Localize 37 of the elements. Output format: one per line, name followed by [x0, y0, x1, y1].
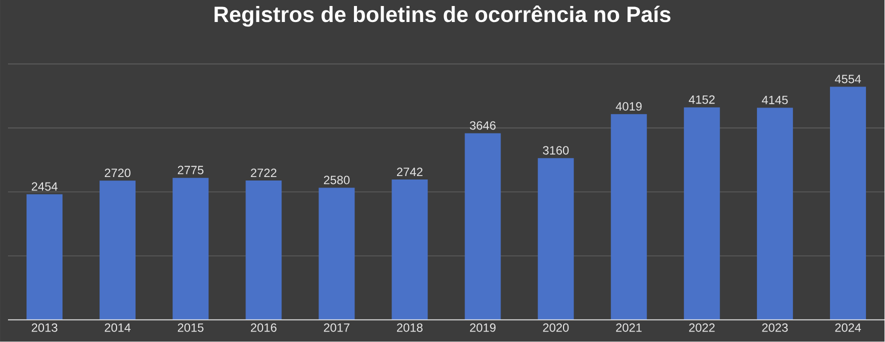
x-tick-label: 2024: [835, 323, 861, 332]
data-label: 2722: [250, 168, 276, 178]
bar: [610, 114, 647, 320]
x-tick-label: 2018: [396, 323, 423, 332]
data-label: 2775: [178, 166, 204, 174]
bar: [172, 178, 209, 320]
bar: [684, 107, 720, 320]
data-label: 4145: [762, 96, 788, 104]
data-label: 2580: [324, 176, 350, 184]
bar: [26, 194, 63, 320]
x-tick-label: 2023: [762, 323, 788, 332]
x-tick-label: 2015: [178, 323, 204, 332]
bar: [756, 108, 793, 320]
x-tick-label: 2017: [324, 323, 350, 332]
data-label: 4152: [688, 95, 715, 104]
x-tick-label: 2022: [689, 323, 715, 332]
x-tick-label: 2013: [32, 323, 58, 332]
x-tick-label: 2020: [543, 323, 569, 332]
data-label: 4554: [834, 74, 861, 84]
bar: [392, 180, 428, 320]
data-label: 2742: [396, 168, 422, 176]
data-label: 2454: [32, 182, 58, 191]
bar: [100, 180, 136, 320]
x-tick-label: 2019: [470, 323, 496, 332]
bar: [246, 180, 282, 320]
data-label: 4019: [616, 102, 642, 111]
x-tick-label: 2016: [250, 323, 276, 332]
x-tick-label: 2021: [616, 323, 642, 332]
data-label: 3160: [542, 146, 569, 155]
chart-title: Registros de boletins de ocorrência no País: [214, 6, 670, 27]
data-label: 3646: [470, 121, 496, 130]
x-tick-label: 2014: [104, 323, 131, 332]
data-label: 2720: [104, 168, 130, 178]
bar: [830, 86, 866, 320]
bar: [464, 133, 501, 320]
bar: [318, 188, 355, 320]
bar: [538, 158, 574, 320]
